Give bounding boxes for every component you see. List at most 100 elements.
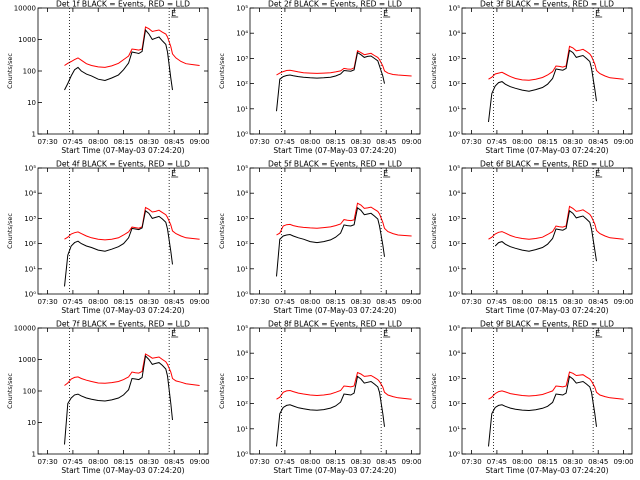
y-tick-label: 10	[27, 99, 36, 107]
y-tick-label: 10⁰	[24, 291, 36, 299]
x-tick-label: 07:45	[487, 458, 507, 466]
chart-title: Det 3f BLACK = Events, RED = LLD	[480, 0, 614, 9]
y-tick-label: 100	[23, 68, 36, 76]
y-tick-label: 10⁴	[236, 350, 248, 358]
x-tick-label: 09:00	[189, 298, 209, 306]
y-tick-label: 100	[23, 388, 36, 396]
series-line-events	[64, 209, 173, 287]
y-tick-label: 10⁰	[448, 451, 460, 459]
x-axis-label: Start Time (07-May-03 07:24:20)	[485, 306, 608, 315]
series-line-events	[276, 375, 385, 447]
y-tick-label: 10¹	[236, 425, 248, 433]
y-tick-label: 10¹	[236, 265, 248, 273]
y-tick-label: 10³	[24, 215, 36, 223]
y-tick-label: 10²	[236, 400, 248, 408]
y-tick-label: 10⁴	[448, 30, 460, 38]
y-tick-label: 10²	[448, 240, 460, 248]
y-tick-label: 10⁴	[448, 190, 460, 198]
y-tick-label: 10000	[14, 325, 36, 333]
y-tick-label: 10⁵	[236, 165, 248, 173]
y-axis-label: Counts/sec	[218, 53, 226, 89]
event-marker-label: E	[383, 9, 388, 18]
x-axis-label: Start Time (07-May-03 07:24:20)	[273, 306, 396, 315]
plot-frame	[461, 7, 633, 135]
series-line-lld	[488, 205, 624, 240]
x-tick-label: 07:45	[487, 298, 507, 306]
series-line-events	[276, 51, 385, 112]
event-marker-label: E	[383, 169, 388, 178]
x-tick-label: 08:30	[139, 458, 159, 466]
x-tick-label: 08:00	[512, 138, 532, 146]
x-tick-label: 07:30	[37, 138, 57, 146]
x-tick-label: 08:15	[325, 138, 345, 146]
x-tick-label: 08:00	[512, 458, 532, 466]
x-tick-label: 07:45	[275, 138, 295, 146]
y-tick-label: 10⁰	[448, 291, 460, 299]
x-tick-label: 08:15	[113, 298, 133, 306]
y-axis-label: Counts/sec	[6, 213, 14, 249]
x-tick-label: 07:45	[275, 458, 295, 466]
series-line-lld	[64, 206, 200, 241]
x-tick-label: 08:00	[512, 298, 532, 306]
chart-title: Det 4f BLACK = Events, RED = LLD	[56, 160, 190, 169]
y-tick-label: 10³	[448, 55, 460, 63]
y-tick-label: 10⁵	[236, 5, 248, 13]
x-tick-label: 08:45	[588, 458, 608, 466]
y-tick-label: 1000	[18, 36, 36, 44]
y-tick-label: 10⁰	[448, 131, 460, 139]
x-tick-label: 08:45	[376, 298, 396, 306]
x-tick-label: 07:45	[63, 458, 83, 466]
x-tick-label: 08:30	[563, 138, 583, 146]
x-tick-label: 07:30	[461, 138, 481, 146]
x-axis-label: Start Time (07-May-03 07:24:20)	[273, 146, 396, 155]
event-marker-label: E	[171, 329, 176, 338]
y-tick-label: 10¹	[448, 265, 460, 273]
x-tick-label: 07:30	[249, 138, 269, 146]
x-tick-label: 08:30	[139, 298, 159, 306]
y-tick-label: 10⁵	[448, 325, 460, 333]
y-tick-label: 10³	[236, 215, 248, 223]
x-tick-label: 08:00	[300, 458, 320, 466]
x-tick-label: 08:45	[588, 298, 608, 306]
y-tick-label: 10⁴	[236, 190, 248, 198]
x-tick-label: 07:45	[275, 298, 295, 306]
series-line-lld	[276, 371, 412, 400]
plot-frame	[461, 327, 633, 455]
x-tick-label: 07:30	[37, 298, 57, 306]
x-tick-label: 08:30	[139, 138, 159, 146]
x-tick-label: 08:00	[88, 138, 108, 146]
x-tick-label: 08:30	[351, 298, 371, 306]
x-tick-label: 08:30	[563, 298, 583, 306]
y-tick-label: 10²	[24, 240, 36, 248]
y-axis-label: Counts/sec	[430, 53, 438, 89]
x-tick-label: 09:00	[401, 298, 421, 306]
series-line-events	[64, 28, 173, 91]
y-tick-label: 10¹	[448, 105, 460, 113]
y-tick-label: 10²	[236, 240, 248, 248]
y-axis-label: Counts/sec	[430, 373, 438, 409]
x-tick-label: 08:00	[88, 298, 108, 306]
y-axis-label: Counts/sec	[6, 53, 14, 89]
x-axis-label: Start Time (07-May-03 07:24:20)	[273, 466, 396, 475]
x-tick-label: 07:45	[63, 138, 83, 146]
y-tick-label: 10¹	[236, 105, 248, 113]
x-tick-label: 08:45	[164, 298, 184, 306]
x-tick-label: 08:15	[325, 458, 345, 466]
event-marker-label: E	[171, 9, 176, 18]
y-tick-label: 10000	[14, 5, 36, 13]
x-tick-label: 07:30	[249, 458, 269, 466]
chart-title: Det 5f BLACK = Events, RED = LLD	[268, 160, 402, 169]
y-tick-label: 10²	[448, 400, 460, 408]
y-tick-label: 10²	[448, 80, 460, 88]
chart-title: Det 7f BLACK = Events, RED = LLD	[56, 320, 190, 329]
y-tick-label: 10⁴	[24, 190, 36, 198]
y-tick-label: 10³	[448, 375, 460, 383]
x-tick-label: 08:45	[164, 138, 184, 146]
